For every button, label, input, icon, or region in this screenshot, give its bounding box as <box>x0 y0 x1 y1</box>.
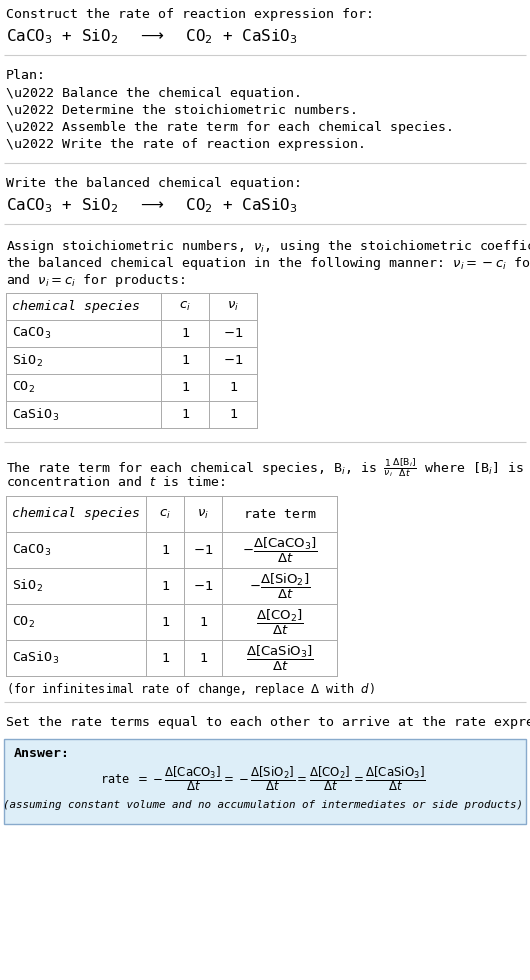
Text: \u2022 Write the rate of reaction expression.: \u2022 Write the rate of reaction expres… <box>6 138 366 151</box>
Text: The rate term for each chemical species, B$_i$, is $\frac{1}{\nu_i}\frac{\Delta[: The rate term for each chemical species,… <box>6 456 530 479</box>
Text: concentration and $t$ is time:: concentration and $t$ is time: <box>6 475 225 489</box>
Text: $-\dfrac{\Delta[\mathrm{CaCO_3}]}{\Delta t}$: $-\dfrac{\Delta[\mathrm{CaCO_3}]}{\Delta… <box>242 535 317 564</box>
Text: \u2022 Determine the stoichiometric numbers.: \u2022 Determine the stoichiometric numb… <box>6 104 358 117</box>
Text: CaSiO$_3$: CaSiO$_3$ <box>12 407 59 422</box>
Text: Set the rate terms equal to each other to arrive at the rate expression:: Set the rate terms equal to each other t… <box>6 716 530 729</box>
Text: $-\dfrac{\Delta[\mathrm{SiO_2}]}{\Delta t}$: $-\dfrac{\Delta[\mathrm{SiO_2}]}{\Delta … <box>249 571 310 601</box>
Text: 1: 1 <box>181 327 189 340</box>
FancyBboxPatch shape <box>4 739 526 824</box>
Text: $c_i$: $c_i$ <box>159 508 171 520</box>
Text: $\nu_i$: $\nu_i$ <box>227 300 239 313</box>
Text: $\nu_i$: $\nu_i$ <box>197 508 209 520</box>
Text: 1: 1 <box>161 652 169 664</box>
Text: $c_i$: $c_i$ <box>179 300 191 313</box>
Text: $\dfrac{\Delta[\mathrm{CO_2}]}{\Delta t}$: $\dfrac{\Delta[\mathrm{CO_2}]}{\Delta t}… <box>256 608 303 637</box>
Text: 1: 1 <box>181 354 189 367</box>
Text: \u2022 Balance the chemical equation.: \u2022 Balance the chemical equation. <box>6 87 302 100</box>
Text: 1: 1 <box>161 615 169 628</box>
Text: 1: 1 <box>161 544 169 557</box>
Text: rate $= -\dfrac{\Delta[\mathrm{CaCO_3}]}{\Delta t} = -\dfrac{\Delta[\mathrm{SiO_: rate $= -\dfrac{\Delta[\mathrm{CaCO_3}]}… <box>100 764 426 794</box>
Text: (for infinitesimal rate of change, replace $\Delta$ with $d$): (for infinitesimal rate of change, repla… <box>6 681 375 698</box>
Text: 1: 1 <box>181 381 189 394</box>
Text: Plan:: Plan: <box>6 69 46 82</box>
Text: 1: 1 <box>199 615 207 628</box>
Text: \u2022 Assemble the rate term for each chemical species.: \u2022 Assemble the rate term for each c… <box>6 121 454 134</box>
Text: $-1$: $-1$ <box>193 579 213 593</box>
Text: CaSiO$_3$: CaSiO$_3$ <box>12 650 59 666</box>
Text: 1: 1 <box>181 408 189 421</box>
Text: chemical species: chemical species <box>12 508 140 520</box>
Text: chemical species: chemical species <box>12 300 140 313</box>
Text: 1: 1 <box>199 652 207 664</box>
Text: $\dfrac{\Delta[\mathrm{CaSiO_3}]}{\Delta t}$: $\dfrac{\Delta[\mathrm{CaSiO_3}]}{\Delta… <box>246 644 313 672</box>
Text: 1: 1 <box>229 381 237 394</box>
Text: SiO$_2$: SiO$_2$ <box>12 353 43 368</box>
Text: SiO$_2$: SiO$_2$ <box>12 578 43 594</box>
Text: and $\nu_i = c_i$ for products:: and $\nu_i = c_i$ for products: <box>6 272 185 289</box>
Text: 1: 1 <box>229 408 237 421</box>
Text: Write the balanced chemical equation:: Write the balanced chemical equation: <box>6 177 302 190</box>
Text: Answer:: Answer: <box>14 747 70 760</box>
Text: rate term: rate term <box>243 508 315 520</box>
Text: CaCO$_3$ + SiO$_2$  $\longrightarrow$  CO$_2$ + CaSiO$_3$: CaCO$_3$ + SiO$_2$ $\longrightarrow$ CO$… <box>6 196 298 215</box>
Text: $-1$: $-1$ <box>223 327 243 340</box>
Text: CO$_2$: CO$_2$ <box>12 614 35 629</box>
Text: Construct the rate of reaction expression for:: Construct the rate of reaction expressio… <box>6 8 374 21</box>
Text: CaCO$_3$: CaCO$_3$ <box>12 543 51 558</box>
Text: CaCO$_3$: CaCO$_3$ <box>12 326 51 341</box>
Text: $-1$: $-1$ <box>193 544 213 557</box>
Text: CaCO$_3$ + SiO$_2$  $\longrightarrow$  CO$_2$ + CaSiO$_3$: CaCO$_3$ + SiO$_2$ $\longrightarrow$ CO$… <box>6 27 298 46</box>
Text: CO$_2$: CO$_2$ <box>12 380 35 395</box>
Text: Assign stoichiometric numbers, $\nu_i$, using the stoichiometric coefficients, $: Assign stoichiometric numbers, $\nu_i$, … <box>6 238 530 255</box>
Text: 1: 1 <box>161 579 169 593</box>
Text: $-1$: $-1$ <box>223 354 243 367</box>
Text: (assuming constant volume and no accumulation of intermediates or side products): (assuming constant volume and no accumul… <box>3 800 523 810</box>
Text: the balanced chemical equation in the following manner: $\nu_i = -c_i$ for react: the balanced chemical equation in the fo… <box>6 255 530 272</box>
